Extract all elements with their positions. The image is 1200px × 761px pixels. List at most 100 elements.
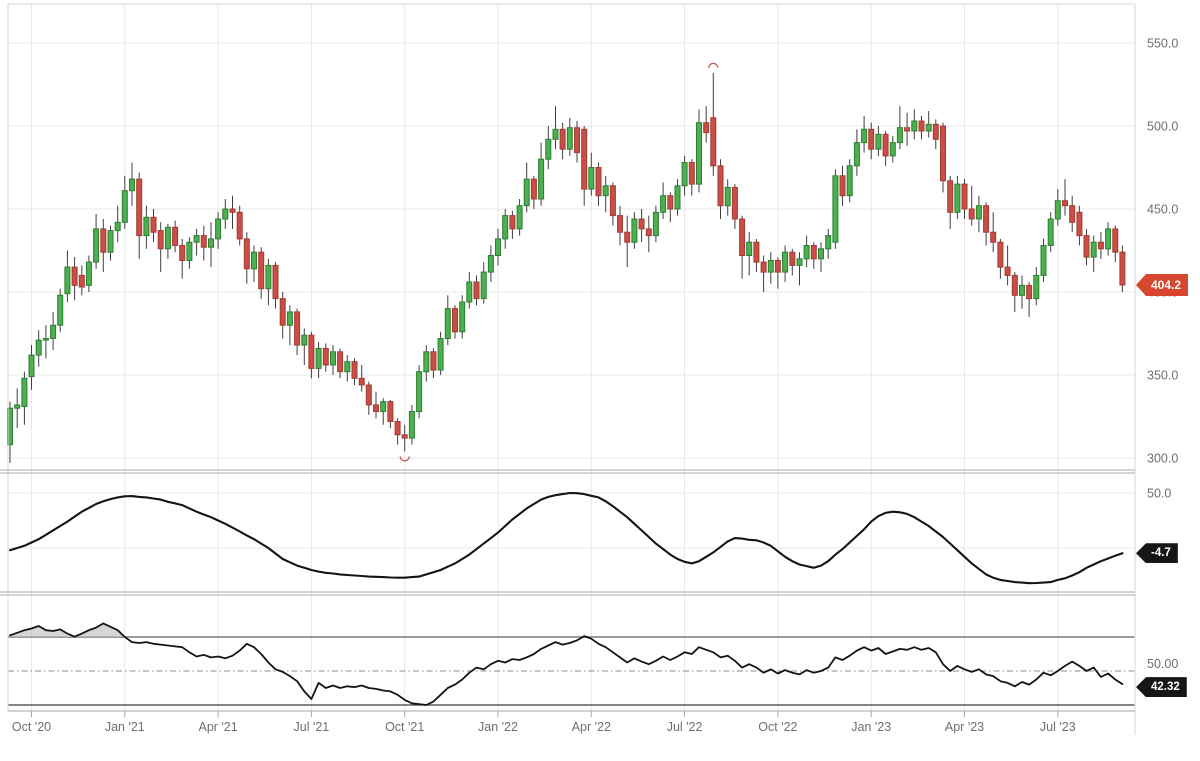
candle-down: [918, 120, 925, 132]
time-axis-label: Apr '22: [572, 720, 611, 734]
candle-up: [767, 260, 774, 273]
time-axis-label: Jul '22: [667, 720, 703, 734]
candle-up: [85, 261, 92, 286]
candle-up: [21, 377, 28, 407]
candle-down: [624, 231, 631, 243]
time-axis-label: Apr '23: [945, 720, 984, 734]
candle-up: [1054, 200, 1061, 220]
candle-down: [609, 185, 616, 217]
candle-down: [1069, 205, 1076, 223]
swing-high-marker: [708, 62, 719, 69]
swing-low-marker: [399, 456, 410, 462]
candle-down: [1011, 274, 1018, 296]
candle-down: [365, 384, 372, 406]
candle-up: [1019, 284, 1025, 296]
candle-up: [265, 264, 272, 290]
candle-up: [487, 255, 494, 273]
candle-down: [667, 195, 674, 210]
candle-down: [789, 251, 796, 266]
time-axis-label: Oct '21: [385, 720, 424, 734]
candle-up: [746, 241, 753, 256]
candle-up: [696, 122, 702, 185]
candle-up: [803, 245, 810, 260]
candle-down: [638, 218, 645, 230]
candle-down: [968, 208, 975, 220]
candle-up: [832, 175, 839, 243]
time-axis-label: Jul '23: [1040, 720, 1076, 734]
candle-up: [861, 128, 868, 144]
candlesticks: [7, 72, 1126, 463]
rsi-last-value-badge: 42.32: [1136, 677, 1187, 698]
candle-down: [1083, 235, 1090, 258]
candle-up: [566, 127, 573, 150]
candle-up: [911, 120, 918, 132]
candle-up: [315, 347, 322, 369]
price-axis-label: 300.0: [1147, 452, 1178, 466]
candle-up: [107, 230, 114, 253]
time-axis-label: Jan '21: [105, 720, 145, 734]
candle-up: [545, 138, 552, 160]
candle-up: [437, 338, 444, 371]
candle-up: [782, 251, 789, 273]
candle-down: [774, 260, 781, 273]
candle-down: [1076, 211, 1083, 237]
overbought-area: [10, 623, 1123, 637]
time-axis-label: Oct '20: [12, 720, 51, 734]
candle-down: [401, 434, 408, 439]
time-axis[interactable]: [8, 711, 1135, 741]
price-axis-label: 550.0: [1147, 37, 1178, 51]
candle-up: [28, 354, 35, 378]
candle-down: [172, 226, 179, 247]
candle-up: [114, 221, 121, 232]
candle-up: [552, 128, 559, 140]
price-axis-labels: 550.0500.0450.0400.0350.0300.050.050.00: [1147, 37, 1178, 672]
candle-up: [818, 248, 824, 260]
candle-down: [157, 230, 164, 250]
candle-up: [14, 404, 21, 409]
candle-down: [1119, 251, 1126, 286]
oscillator-last-value-badge: -4.7: [1136, 543, 1178, 564]
candle-up: [121, 190, 128, 223]
candle-down: [100, 228, 107, 253]
candle-down: [932, 123, 939, 140]
gridlines: [8, 4, 1135, 711]
candle-down: [1062, 200, 1068, 207]
candle-up: [301, 334, 308, 346]
price-axis[interactable]: [1135, 4, 1200, 735]
candle-down: [243, 238, 250, 270]
oscillator-axis-label: 50.0: [1147, 487, 1171, 501]
candle-down: [882, 133, 889, 157]
candle-down: [358, 377, 365, 386]
candle-down: [997, 241, 1004, 268]
candle-down: [904, 127, 911, 132]
candle-up: [164, 226, 171, 250]
candle-up: [93, 228, 100, 263]
candle-up: [444, 308, 451, 340]
candle-up: [42, 338, 49, 341]
candle-down: [839, 175, 846, 197]
candle-down: [1097, 241, 1104, 250]
candle-down: [760, 261, 767, 273]
candle-up: [853, 142, 860, 167]
candle-down: [387, 401, 394, 423]
candle-up: [50, 324, 57, 340]
candle-down: [258, 251, 265, 290]
rsi-last-value: 42.32: [1151, 681, 1180, 694]
candle-down: [509, 215, 516, 230]
candle-up: [459, 301, 466, 333]
candle-down: [595, 167, 602, 197]
candle-down: [236, 211, 243, 240]
candle-up: [186, 241, 193, 261]
candle-down: [717, 165, 724, 207]
candle-up: [724, 186, 731, 207]
candle-down: [940, 125, 946, 182]
candle-up: [208, 238, 214, 248]
candle-up: [954, 183, 961, 213]
candle-up: [35, 339, 42, 356]
candle-down: [703, 122, 710, 134]
price-axis-label: 500.0: [1147, 120, 1178, 134]
candle-up: [344, 361, 351, 373]
candle-up: [674, 185, 681, 210]
